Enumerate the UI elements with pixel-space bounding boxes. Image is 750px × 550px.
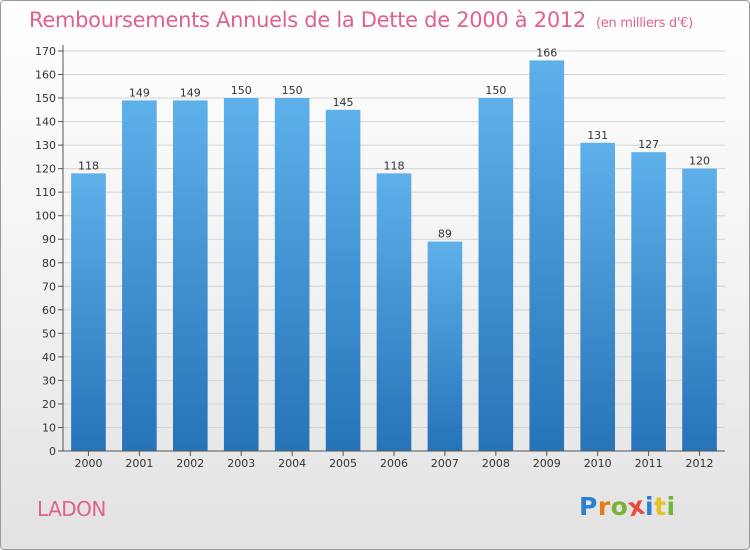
- y-tick-label: 110: [35, 186, 56, 199]
- bar-2003: [223, 98, 259, 451]
- y-tick-label: 60: [42, 304, 56, 317]
- x-tick-label: 2007: [431, 457, 459, 470]
- bar-value-label: 150: [485, 84, 506, 97]
- logo-letter: t: [654, 492, 667, 521]
- bar-value-label: 150: [231, 84, 252, 97]
- x-tick-label: 2003: [227, 457, 255, 470]
- bar-value-label: 149: [180, 86, 201, 99]
- y-tick-label: 40: [42, 351, 56, 364]
- logo-letter: i: [645, 492, 655, 521]
- y-tick-label: 90: [42, 233, 56, 246]
- bar-2009: [529, 60, 565, 451]
- bar-value-label: 149: [129, 86, 150, 99]
- y-tick-label: 80: [42, 257, 56, 270]
- logo-letter: i: [666, 492, 676, 521]
- chart-title-unit: (en milliers d'€): [596, 16, 693, 31]
- bar-2010: [580, 142, 616, 451]
- bar-value-label: 127: [638, 138, 659, 151]
- x-tick-label: 2004: [278, 457, 306, 470]
- bar-value-label: 166: [536, 46, 557, 59]
- bar-2007: [427, 241, 463, 451]
- y-tick-label: 10: [42, 421, 56, 434]
- logo-letter: r: [597, 492, 611, 521]
- bar-2011: [631, 152, 666, 452]
- x-tick-label: 2011: [635, 457, 663, 470]
- bar-value-label: 118: [384, 159, 405, 172]
- x-tick-label: 2010: [584, 457, 612, 470]
- x-tick-label: 2008: [482, 457, 510, 470]
- bar-value-label: 145: [333, 96, 354, 109]
- x-tick-label: 2002: [176, 457, 204, 470]
- y-tick-label: 150: [35, 92, 56, 105]
- bar-value-label: 89: [438, 228, 452, 241]
- y-tick-label: 30: [42, 374, 56, 387]
- y-tick-label: 20: [42, 398, 56, 411]
- bar-2012: [682, 168, 717, 451]
- y-tick-label: 160: [35, 69, 56, 82]
- y-tick-label: 170: [35, 45, 56, 58]
- bar-value-label: 118: [78, 159, 99, 172]
- bar-2005: [325, 109, 361, 451]
- x-tick-label: 2012: [686, 457, 714, 470]
- y-tick-label: 120: [35, 163, 56, 176]
- logo-letter: o: [610, 492, 629, 521]
- bar-value-label: 150: [282, 84, 303, 97]
- y-tick-label: 0: [49, 445, 56, 458]
- y-tick-label: 70: [42, 280, 56, 293]
- proxiti-logo[interactable]: Proxiti: [579, 491, 676, 523]
- x-tick-label: 2000: [74, 457, 102, 470]
- x-tick-label: 2001: [125, 457, 153, 470]
- chart-title-text: Remboursements Annuels de la Dette de 20…: [29, 8, 586, 32]
- axes: [58, 45, 725, 456]
- bar-value-label: 131: [587, 129, 608, 142]
- x-tick-label: 2005: [329, 457, 357, 470]
- y-tick-label: 140: [35, 116, 56, 129]
- x-tick-label: 2006: [380, 457, 408, 470]
- y-tick-label: 100: [35, 210, 56, 223]
- place-name: LADON: [37, 497, 106, 521]
- bar-2006: [376, 173, 412, 451]
- bar-2002: [172, 100, 208, 451]
- bars: [71, 60, 717, 452]
- bar-2001: [122, 100, 157, 451]
- labels: 0 10 20 30 40 50 60 70 80 90 100 110 120 130 140 150 160…: [35, 45, 714, 470]
- bar-value-label: 120: [689, 155, 710, 168]
- y-tick-label: 130: [35, 139, 56, 152]
- bar-2000: [71, 173, 106, 451]
- y-tick-label: 50: [42, 327, 56, 340]
- chart-title: Remboursements Annuels de la Dette de 20…: [29, 8, 693, 32]
- logo-letter: P: [579, 492, 598, 521]
- bar-2008: [478, 98, 514, 451]
- x-tick-label: 2009: [533, 457, 561, 470]
- bar-2004: [274, 98, 310, 451]
